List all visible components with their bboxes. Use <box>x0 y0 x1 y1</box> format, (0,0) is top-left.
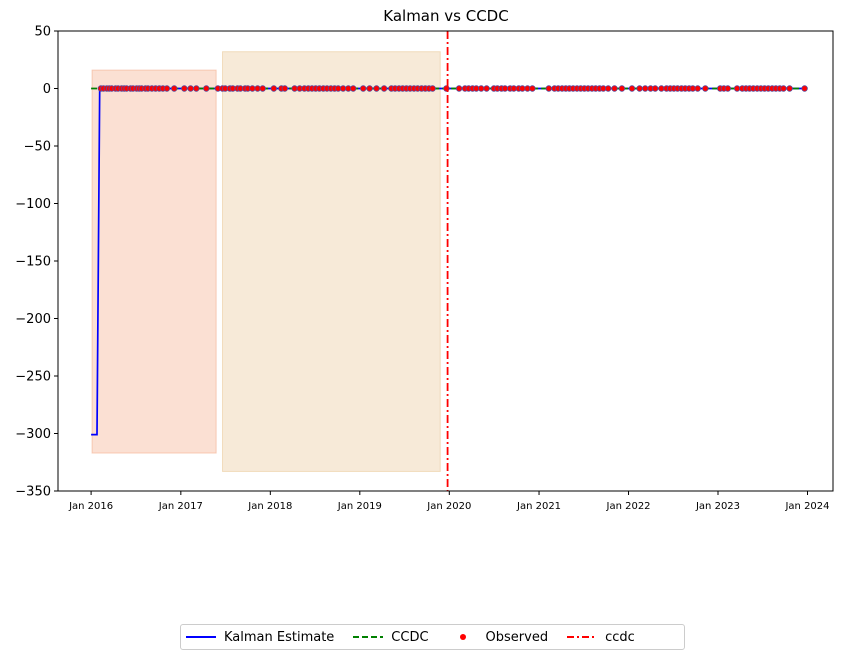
observed-point <box>780 85 787 92</box>
observed-point <box>702 85 709 92</box>
observed-point <box>193 85 200 92</box>
shaded-regions <box>91 51 441 472</box>
y-tick-label: −200 <box>15 312 51 327</box>
y-tick-label: −250 <box>15 370 51 385</box>
legend-item-observed: Observed <box>448 629 549 645</box>
observed-point <box>187 85 194 92</box>
observed-point <box>545 85 552 92</box>
legend-item-ccdc-fit: CCDC <box>353 629 429 645</box>
x-axis: Jan 2016 Jan 2017 Jan 2018 Jan 2019 Jan 2020… <box>68 491 830 512</box>
observed-point <box>170 85 178 92</box>
observed-point <box>724 85 731 92</box>
y-tick-label: −50 <box>24 140 51 155</box>
legend-item-kalman-estimate: Kalman Estimate <box>186 630 334 645</box>
observed-point <box>628 85 636 92</box>
observed-point <box>483 85 490 92</box>
observed-point <box>652 85 659 92</box>
observed-point <box>366 85 373 92</box>
observed-point <box>429 85 436 92</box>
chart: Kalman vs CCDC 50 0 −50 −100 −150 −200 −250 −30… <box>15 7 834 512</box>
observed-point <box>270 85 277 92</box>
shaded-region-2 <box>222 51 441 472</box>
observed-point <box>380 85 388 92</box>
observed-point <box>529 85 536 92</box>
legend-item-ccdc-break: ccdc <box>567 630 635 645</box>
legend-swatch-dashed-line <box>353 636 384 638</box>
observed-point <box>801 85 808 92</box>
legend-label: Kalman Estimate <box>224 629 335 645</box>
legend-label: ccdc <box>605 629 635 645</box>
observed-point <box>455 85 463 92</box>
observed-point <box>350 85 357 92</box>
observed-point <box>786 85 793 92</box>
x-tick-label: Jan 2020 <box>426 501 471 512</box>
x-tick-label: Jan 2019 <box>337 501 382 512</box>
observed-point <box>339 85 347 92</box>
observed-point <box>443 85 450 92</box>
y-tick-label: −350 <box>15 485 51 500</box>
observed-point <box>259 85 266 92</box>
x-tick-label: Jan 2022 <box>606 501 651 512</box>
observed-point <box>733 85 741 92</box>
observed-point <box>163 85 171 92</box>
observed-points <box>97 85 808 92</box>
y-tick-label: −300 <box>15 427 51 442</box>
y-tick-label: −150 <box>15 255 51 270</box>
observed-point <box>636 85 643 92</box>
observed-point <box>618 85 626 92</box>
observed-point <box>203 85 210 92</box>
x-tick-label: Jan 2023 <box>695 501 740 512</box>
observed-point <box>249 85 256 92</box>
observed-point <box>605 85 612 92</box>
observed-point <box>373 85 380 92</box>
observed-point <box>181 85 188 92</box>
observed-point <box>642 85 649 92</box>
observed-point <box>281 85 288 92</box>
x-tick-label: Jan 2017 <box>158 501 203 512</box>
legend-label: CCDC <box>391 629 429 645</box>
y-tick-label: 50 <box>34 25 51 40</box>
legend: Kalman Estimate CCDC Observed ccdc <box>180 624 685 650</box>
y-tick-label: −100 <box>15 197 51 212</box>
observed-point <box>360 85 367 92</box>
chart-title: Kalman vs CCDC <box>383 7 508 25</box>
legend-swatch-dashdot-line <box>567 636 598 638</box>
x-tick-label: Jan 2016 <box>68 501 113 512</box>
legend-swatch-dot <box>459 634 466 640</box>
x-tick-label: Jan 2024 <box>784 501 829 512</box>
observed-point <box>611 85 618 92</box>
x-tick-label: Jan 2021 <box>516 501 561 512</box>
observed-point <box>694 85 701 92</box>
x-tick-label: Jan 2018 <box>247 501 292 512</box>
shaded-region-1 <box>91 69 217 454</box>
legend-swatch-solid-line <box>186 636 216 638</box>
legend-label: Observed <box>485 629 549 645</box>
observed-point <box>478 85 485 92</box>
y-tick-label: 0 <box>43 82 51 97</box>
y-axis: 50 0 −50 −100 −150 −200 −250 −300 −350 <box>15 25 58 500</box>
